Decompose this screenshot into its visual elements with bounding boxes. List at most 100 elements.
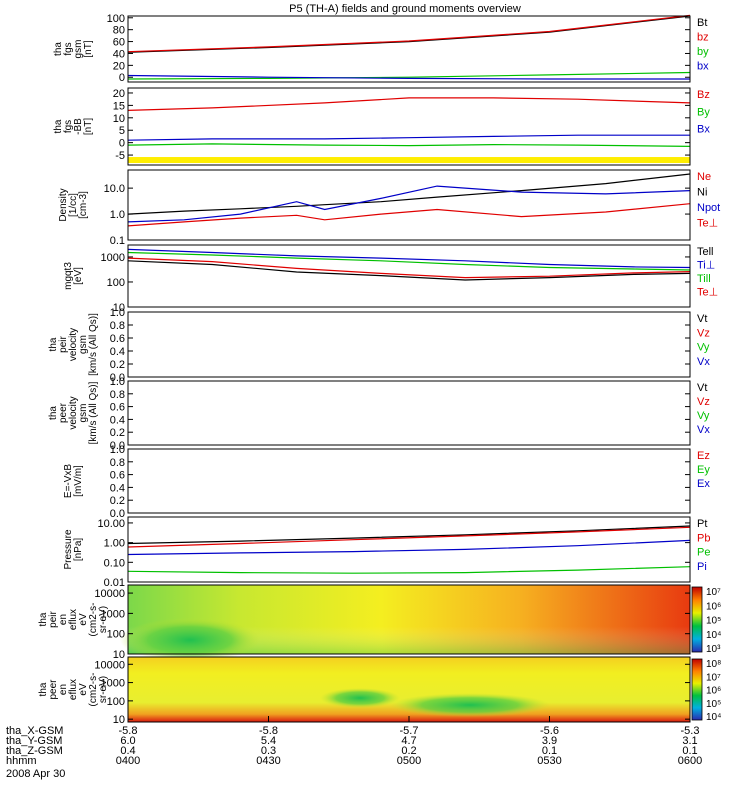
x-axis-value: 3.9 (542, 735, 557, 747)
y-axis-label-line: [mV/m] (73, 465, 84, 497)
y-axis-label-line: tha (38, 682, 49, 696)
panel-pressure: Pt Pb Pe Pi 0.01 0.10 1.00 10.00 Pressure [nPa] (63, 516, 710, 589)
y-tick-label: 0.4 (110, 414, 125, 426)
y-axis-label: Density [1/cc] [cm-3] (58, 188, 89, 221)
y-tick-label: 100 (107, 13, 125, 25)
x-axis-value: 0.3 (261, 745, 276, 757)
x-axis-value: -5.7 (400, 725, 419, 737)
y-axis-label-line: peer (58, 402, 69, 423)
x-axis-value: 4.7 (401, 735, 416, 747)
x-axis-value: 0.4 (120, 745, 135, 757)
y-axis-label-line: [km/s (All Qs)] (88, 313, 99, 376)
y-tick-label: 80 (113, 25, 125, 37)
series-line-Bz (127, 97, 691, 111)
colorbar-tick-label: 10⁶ (706, 686, 721, 697)
x-axis-value: 3.1 (682, 735, 697, 747)
x-axis-value: -5.3 (681, 725, 700, 737)
y-tick-label: 10 (113, 649, 125, 661)
y-tick-label: 0.10 (104, 557, 125, 569)
x-axis-annotation: tha_X-GSM -5.8 -5.8 -5.7 -5.6 -5.3 tha_Y-GSM 6.… (6, 716, 702, 767)
y-axis-label-line: [nPa] (73, 538, 84, 562)
spectrogram-low-flux (120, 618, 260, 662)
x-axis-value: 0500 (397, 755, 421, 767)
y-tick-label: 1.0 (110, 307, 125, 319)
y-tick-label: 100 (107, 629, 125, 641)
date-label: 2008 Apr 30 (6, 768, 65, 780)
series-line-Tell (127, 260, 691, 281)
y-tick-label: 0.4 (110, 482, 125, 494)
x-axis-value: -5.8 (119, 725, 138, 737)
y-tick-label: 1.00 (104, 538, 125, 550)
x-axis-row-label: tha_X-GSM (6, 725, 63, 737)
quality-flag-band (128, 157, 690, 164)
series-line-Bx (127, 134, 690, 141)
y-tick-label: 0.01 (104, 577, 125, 589)
y-axis-label-line: eflux (68, 679, 79, 700)
y-axis-label-line: velocity (68, 396, 79, 429)
x-axis-row-label: tha_Z-GSM (6, 745, 63, 757)
x-axis-row-label: tha_Y-GSM (6, 735, 62, 747)
panel-frame (127, 584, 691, 655)
y-tick-label: 0.4 (110, 346, 125, 358)
series-line-Pt (127, 525, 691, 545)
legend-label: Till (697, 273, 711, 285)
y-axis-label: E=-VxB [mV/m] (63, 464, 84, 499)
y-tick-label: 10 (113, 113, 125, 125)
legend-label: Vz (697, 396, 710, 408)
y-axis-label-line: (cm2-s- (88, 673, 99, 707)
legend-label: bx (697, 61, 709, 73)
y-axis-label-line: gsm (78, 404, 89, 423)
legend-label: Pe (697, 547, 710, 559)
x-axis-value: 6.0 (120, 735, 135, 747)
y-axis-label-line: eflux (68, 609, 79, 630)
y-axis-label-line: [km/s (All Qs)] (88, 381, 99, 444)
y-tick-label: 0.8 (110, 320, 125, 332)
panel-frame (127, 311, 691, 378)
x-axis-value: 0.1 (542, 745, 557, 757)
y-axis-label-line: eV (78, 613, 89, 626)
y-axis-label: mgqt3 [eV] (63, 262, 84, 290)
y-axis-label-line: [nT] (83, 118, 94, 135)
panel-density: Ne Ni Npot Te⊥ 0.1 1.0 10.0 Density [1/cc] [cm-3] (58, 169, 720, 247)
y-axis-label-line: tha (53, 119, 64, 133)
panel-frame (127, 516, 691, 583)
colorbar: 10⁸ 10⁷ 10⁶ 10⁵ 10⁴ (691, 658, 721, 723)
legend-label: Bx (697, 124, 710, 136)
y-tick-label: 10 (113, 302, 125, 314)
y-axis-label-line: tha (48, 406, 59, 420)
x-axis-value: 0.2 (401, 745, 416, 757)
series-line-Pe (127, 566, 691, 574)
series-line-bx (127, 74, 690, 80)
y-axis-label-line: [eV] (73, 267, 84, 285)
y-tick-label: 5 (119, 125, 125, 137)
x-axis-value: -5.8 (259, 725, 278, 737)
panel-peer_velocity: Vt Vz Vy Vx 0.00.20.40.60.81.0 tha peer velocit… (48, 376, 710, 452)
legend-label: Vt (697, 382, 707, 394)
y-tick-label: 15 (113, 100, 125, 112)
y-axis-label-line: fgs (63, 42, 74, 55)
y-tick-label: 0.6 (110, 402, 125, 414)
y-axis-label-line: gsm (78, 335, 89, 354)
legend-label: Tell (697, 246, 714, 258)
panel-frame (127, 244, 691, 308)
legend-label: Bz (697, 89, 710, 101)
series-line-Ne (127, 203, 691, 227)
y-axis-label-line: en (58, 684, 69, 695)
panel-frame (127, 448, 691, 514)
colorbar-tick-label: 10⁴ (706, 630, 721, 641)
colorbar-tick-label: 10⁷ (706, 587, 721, 598)
legend-label: Ni (697, 187, 707, 199)
y-axis-label-line: Density (58, 188, 69, 221)
y-tick-label: 100 (107, 696, 125, 708)
y-axis-label-line: tha (53, 42, 64, 56)
legend-label: Vx (697, 356, 710, 368)
y-tick-label: 10.0 (104, 183, 125, 195)
panel-frame (127, 169, 691, 241)
y-tick-label: 1000 (101, 678, 125, 690)
colorbar-tick-label: 10⁸ (706, 659, 721, 670)
y-axis-label-line: sr-eV) (98, 606, 109, 633)
spectrogram-low-flux (320, 688, 400, 708)
y-axis-label: tha peer en eflux eV (cm2-s-sr-eV) (38, 673, 109, 707)
legend-label: By (697, 106, 710, 118)
